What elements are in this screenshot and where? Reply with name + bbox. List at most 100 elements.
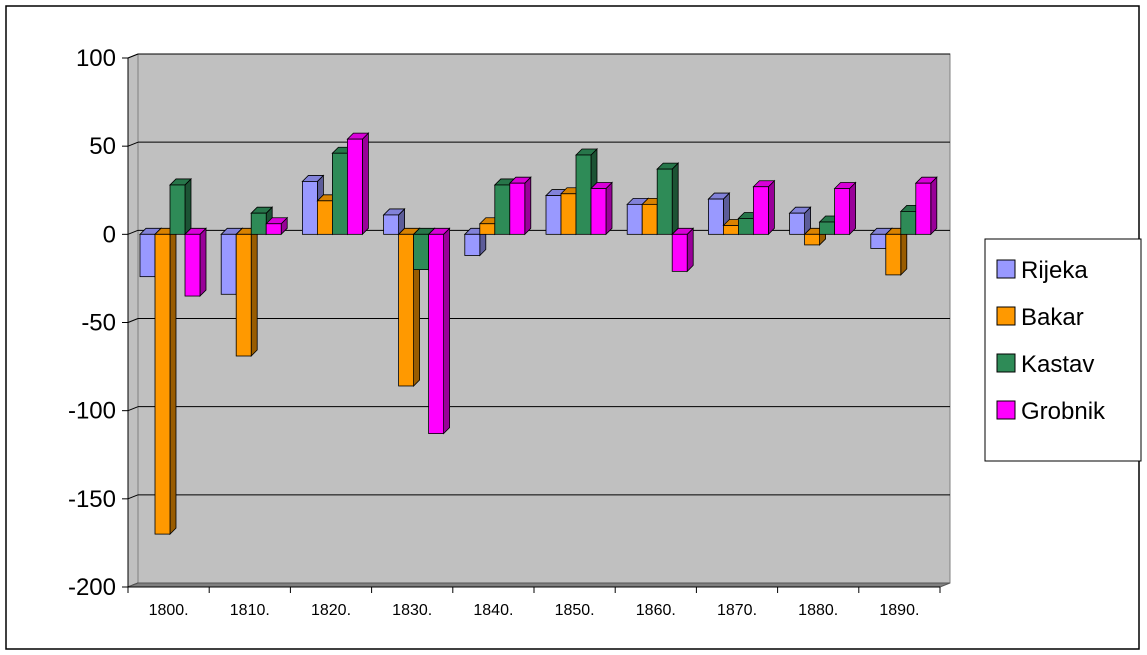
bar-front	[708, 198, 724, 235]
bar-front	[819, 221, 835, 235]
x-tick-label: 1840.	[473, 602, 513, 619]
bar-side	[768, 179, 775, 236]
x-tick-label: 1830.	[392, 602, 432, 619]
legend-swatch	[996, 306, 1016, 326]
bar	[184, 227, 207, 298]
bar-front	[464, 233, 481, 256]
bar	[788, 206, 812, 236]
bar	[508, 176, 532, 236]
gridline-diagonal	[127, 53, 139, 59]
bar-front	[545, 195, 562, 235]
bar	[914, 176, 938, 236]
bar-front	[626, 203, 643, 235]
bar-front	[398, 233, 415, 387]
bar	[169, 177, 192, 236]
bar-front	[723, 225, 739, 235]
bar-front	[428, 233, 445, 434]
bar-front	[590, 188, 607, 235]
y-tick-label: -150	[68, 486, 116, 513]
bar-front	[900, 211, 917, 235]
bar-front	[915, 182, 932, 235]
bar-front	[316, 200, 333, 235]
bar-side	[524, 176, 532, 236]
legend-swatch	[996, 353, 1016, 373]
legend-label: Rijeka	[1021, 257, 1088, 284]
bar-side	[686, 227, 694, 273]
legend-label: Kastav	[1021, 351, 1094, 378]
bar-front	[154, 233, 171, 535]
bar-side	[849, 181, 856, 236]
bar-front	[671, 233, 688, 272]
y-tick-label: -200	[68, 574, 116, 601]
bar	[884, 227, 908, 276]
bar-side	[671, 162, 679, 236]
bar-front	[250, 212, 267, 235]
x-tick-label: 1890.	[879, 602, 919, 619]
bar-side	[184, 177, 192, 236]
bar	[382, 207, 406, 236]
bar	[833, 181, 857, 236]
bar-side	[169, 227, 177, 536]
bar-front	[804, 233, 820, 246]
bar	[346, 132, 370, 236]
legend-label: Grobnik	[1021, 398, 1106, 425]
y-tick-label: -100	[68, 398, 116, 425]
legend-swatch	[996, 259, 1016, 279]
bar-front	[169, 184, 186, 235]
x-tick-label: 1800.	[149, 602, 189, 619]
x-tick-label: 1860.	[636, 602, 676, 619]
x-tick-label: 1870.	[717, 602, 757, 619]
bar-side	[605, 181, 613, 236]
bar	[265, 216, 289, 236]
bar	[427, 227, 451, 435]
y-tick-label: -50	[81, 310, 116, 337]
bar-front	[834, 188, 850, 235]
bar-front	[139, 233, 156, 278]
bar	[590, 181, 613, 236]
bar	[154, 227, 177, 536]
legend-label: Bakar	[1021, 304, 1084, 331]
bar-side	[361, 132, 369, 236]
x-tick-label: 1850.	[555, 602, 595, 619]
plot-floor	[127, 582, 951, 588]
bar-side	[199, 227, 207, 298]
bar	[235, 227, 259, 357]
bar-side	[443, 227, 451, 435]
bar-front	[575, 154, 592, 235]
bar-front	[738, 218, 754, 235]
bar-front	[346, 138, 363, 235]
bar-front	[656, 168, 673, 235]
bar-front	[509, 182, 526, 235]
bar-front	[885, 233, 902, 276]
gridline-diagonal	[127, 318, 139, 323]
bar-front	[641, 203, 658, 235]
x-tick-label: 1810.	[230, 602, 270, 619]
bar-front	[413, 233, 430, 270]
bar-front	[331, 152, 348, 235]
gridline-diagonal	[127, 229, 139, 235]
bar-front	[383, 214, 400, 235]
bar-front	[789, 212, 805, 235]
bar	[656, 162, 680, 236]
bar-front	[220, 233, 237, 295]
gridline-diagonal	[127, 141, 139, 147]
bar-front	[870, 233, 887, 249]
bar-front	[494, 184, 511, 235]
bar-side	[250, 227, 258, 357]
bar-front	[479, 223, 496, 235]
y-tick-label: 50	[89, 133, 116, 160]
bar	[397, 227, 421, 387]
bar-front	[265, 223, 282, 235]
bar	[671, 227, 695, 273]
y-tick-label: 0	[103, 221, 116, 248]
bar-front	[560, 193, 577, 235]
bar-front	[753, 186, 769, 235]
bar-side	[930, 176, 938, 236]
bar-front	[184, 233, 201, 297]
bar-front	[235, 233, 252, 357]
legend-swatch	[996, 400, 1016, 420]
bar	[752, 179, 776, 236]
bar-front	[301, 181, 318, 235]
